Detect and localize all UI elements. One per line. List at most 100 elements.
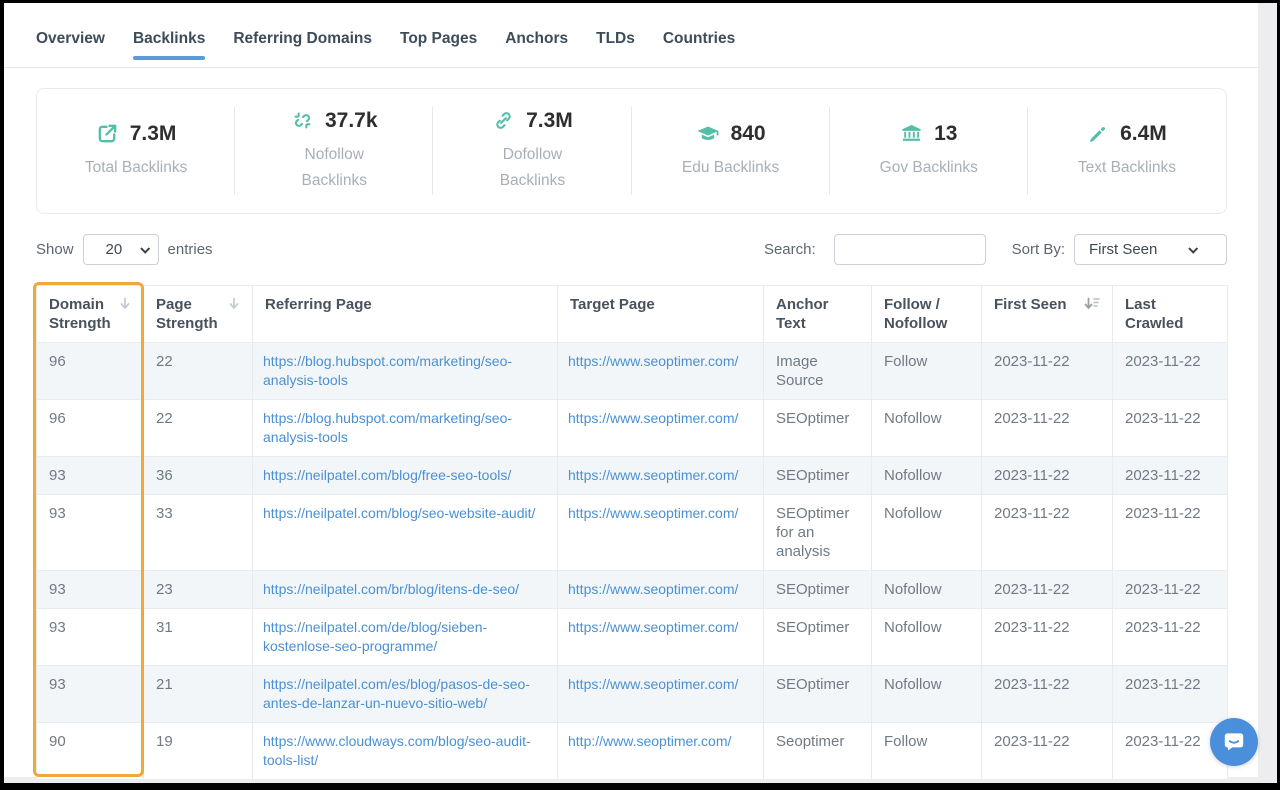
- page-strength-cell: 21: [143, 665, 253, 723]
- table-row: 90 19 https://www.cloudways.com/blog/seo…: [36, 722, 1228, 780]
- target-page-link[interactable]: https://www.seoptimer.com/: [568, 619, 739, 635]
- follow-cell: Follow: [871, 722, 982, 780]
- last-crawled-cell: 2023-11-22: [1112, 494, 1228, 571]
- domain-strength-cell: 90: [36, 722, 144, 780]
- sort-by-label: Sort By:: [1011, 241, 1065, 258]
- search-label: Search:: [763, 241, 816, 258]
- target-page-link[interactable]: https://www.seoptimer.com/: [568, 353, 739, 369]
- chat-bubble-icon: [1224, 733, 1244, 751]
- page-size-select[interactable]: 20: [82, 234, 159, 265]
- entries-label: entries: [167, 241, 213, 258]
- target-page-cell: https://www.seoptimer.com/: [557, 342, 764, 400]
- table-row: 93 33 https://neilpatel.com/blog/seo-web…: [36, 494, 1228, 571]
- tab-countries[interactable]: Countries: [662, 30, 736, 47]
- graduation-cap-icon: [696, 122, 720, 146]
- tab-referring-domains[interactable]: Referring Domains: [233, 30, 372, 47]
- target-page-cell: https://www.seoptimer.com/: [557, 399, 764, 457]
- table-row: 96 22 https://blog.hubspot.com/marketing…: [36, 399, 1228, 457]
- table-row: 93 31 https://neilpatel.com/de/blog/sieb…: [36, 608, 1228, 666]
- col-header-first-seen[interactable]: First Seen: [981, 285, 1113, 343]
- stat-edu-backlinks: 840 Edu Backlinks: [632, 89, 830, 213]
- referring-page-link[interactable]: https://www.cloudways.com/blog/seo-audit…: [263, 733, 531, 768]
- first-seen-cell: 2023-11-22: [981, 608, 1113, 666]
- sort-arrow-icon: [120, 297, 130, 309]
- target-page-cell: https://www.seoptimer.com/: [557, 456, 764, 495]
- stat-value: 6.4M: [1120, 121, 1167, 145]
- stat-label: Dofollow Backlinks: [499, 145, 566, 189]
- referring-page-link[interactable]: https://neilpatel.com/blog/seo-website-a…: [263, 505, 536, 521]
- target-page-link[interactable]: https://www.seoptimer.com/: [568, 505, 739, 521]
- chat-button[interactable]: [1210, 718, 1258, 766]
- referring-page-link[interactable]: https://neilpatel.com/es/blog/pasos-de-s…: [263, 676, 530, 711]
- col-header-target-page[interactable]: Target Page: [557, 285, 764, 343]
- first-seen-cell: 2023-11-22: [981, 456, 1113, 495]
- last-crawled-cell: 2023-11-22: [1112, 399, 1228, 457]
- stat-value: 13: [934, 121, 958, 145]
- last-crawled-cell: 2023-11-22: [1112, 570, 1228, 609]
- stat-label: Edu Backlinks: [681, 158, 780, 176]
- follow-cell: Nofollow: [871, 570, 982, 609]
- anchor-text-cell: SEOptimer: [763, 665, 872, 723]
- stat-label: Text Backlinks: [1077, 158, 1177, 176]
- chevron-down-icon: [1188, 243, 1199, 254]
- referring-page-link[interactable]: https://neilpatel.com/blog/free-seo-tool…: [263, 467, 512, 483]
- stat-label: Nofollow Backlinks: [301, 145, 367, 189]
- tab-anchors[interactable]: Anchors: [505, 30, 569, 47]
- referring-page-link[interactable]: https://blog.hubspot.com/marketing/seo-a…: [263, 353, 513, 388]
- col-header-referring-page[interactable]: Referring Page: [252, 285, 558, 343]
- content-area: Overview Backlinks Referring Domains Top…: [4, 3, 1258, 780]
- sort-amount-icon: [1084, 297, 1100, 310]
- domain-strength-cell: 93: [36, 665, 144, 723]
- target-page-link[interactable]: https://www.seoptimer.com/: [568, 410, 739, 426]
- backlinks-table: Domain Strength Page Strength Referring …: [36, 285, 1228, 780]
- col-header-follow-nofollow[interactable]: Follow / Nofollow: [871, 285, 982, 343]
- col-header-last-crawled[interactable]: Last Crawled: [1112, 285, 1228, 343]
- stat-dofollow-backlinks: 7.3M Dofollow Backlinks: [433, 89, 632, 213]
- page-strength-cell: 22: [143, 342, 253, 400]
- stat-text-backlinks: 6.4M Text Backlinks: [1028, 89, 1226, 213]
- stat-value: 7.3M: [129, 121, 177, 145]
- tab-overview[interactable]: Overview: [36, 30, 105, 47]
- referring-page-cell: https://blog.hubspot.com/marketing/seo-a…: [252, 399, 558, 457]
- col-header-domain-strength[interactable]: Domain Strength: [36, 285, 144, 343]
- first-seen-cell: 2023-11-22: [981, 494, 1113, 571]
- stat-label: Total Backlinks: [84, 158, 188, 176]
- table-row: 93 23 https://neilpatel.com/br/blog/iten…: [36, 570, 1228, 609]
- target-page-link[interactable]: https://www.seoptimer.com/: [568, 467, 739, 483]
- first-seen-cell: 2023-11-22: [981, 399, 1113, 457]
- page-size-value: 20: [105, 241, 123, 258]
- first-seen-cell: 2023-11-22: [981, 665, 1113, 723]
- col-header-anchor-text[interactable]: Anchor Text: [763, 285, 872, 343]
- anchor-text-cell: SEOptimer: [763, 570, 872, 609]
- target-page-link[interactable]: https://www.seoptimer.com/: [568, 581, 739, 597]
- referring-page-link[interactable]: https://neilpatel.com/br/blog/itens-de-s…: [263, 581, 520, 597]
- tab-backlinks[interactable]: Backlinks: [132, 30, 206, 60]
- last-crawled-cell: 2023-11-22: [1112, 342, 1228, 400]
- page-strength-cell: 22: [143, 399, 253, 457]
- target-page-cell: https://www.seoptimer.com/: [557, 665, 764, 723]
- follow-cell: Nofollow: [871, 665, 982, 723]
- col-header-page-strength[interactable]: Page Strength: [143, 285, 253, 343]
- chevron-down-icon: [139, 243, 150, 254]
- bank-icon: [900, 122, 923, 145]
- page-strength-cell: 19: [143, 722, 253, 780]
- table-row: 93 21 https://neilpatel.com/es/blog/paso…: [36, 665, 1228, 723]
- target-page-link[interactable]: https://www.seoptimer.com/: [568, 676, 739, 692]
- last-crawled-cell: 2023-11-22: [1112, 722, 1228, 780]
- target-page-link[interactable]: http://www.seoptimer.com/: [568, 733, 732, 749]
- external-link-icon: [96, 122, 119, 145]
- tab-tlds[interactable]: TLDs: [596, 30, 635, 47]
- sort-arrow-icon: [229, 297, 239, 309]
- referring-page-link[interactable]: https://neilpatel.com/de/blog/sieben-kos…: [263, 619, 488, 654]
- sort-by-select[interactable]: First Seen: [1074, 234, 1227, 265]
- search-input[interactable]: [833, 234, 986, 265]
- tab-top-pages[interactable]: Top Pages: [400, 30, 478, 47]
- table-row: 96 22 https://blog.hubspot.com/marketing…: [36, 342, 1228, 400]
- referring-page-link[interactable]: https://blog.hubspot.com/marketing/seo-a…: [263, 410, 513, 445]
- anchor-text-cell: SEOptimer: [763, 399, 872, 457]
- anchor-text-cell: SEOptimer: [763, 608, 872, 666]
- follow-cell: Nofollow: [871, 608, 982, 666]
- target-page-cell: https://www.seoptimer.com/: [557, 570, 764, 609]
- page-strength-cell: 33: [143, 494, 253, 571]
- referring-page-cell: https://blog.hubspot.com/marketing/seo-a…: [252, 342, 558, 400]
